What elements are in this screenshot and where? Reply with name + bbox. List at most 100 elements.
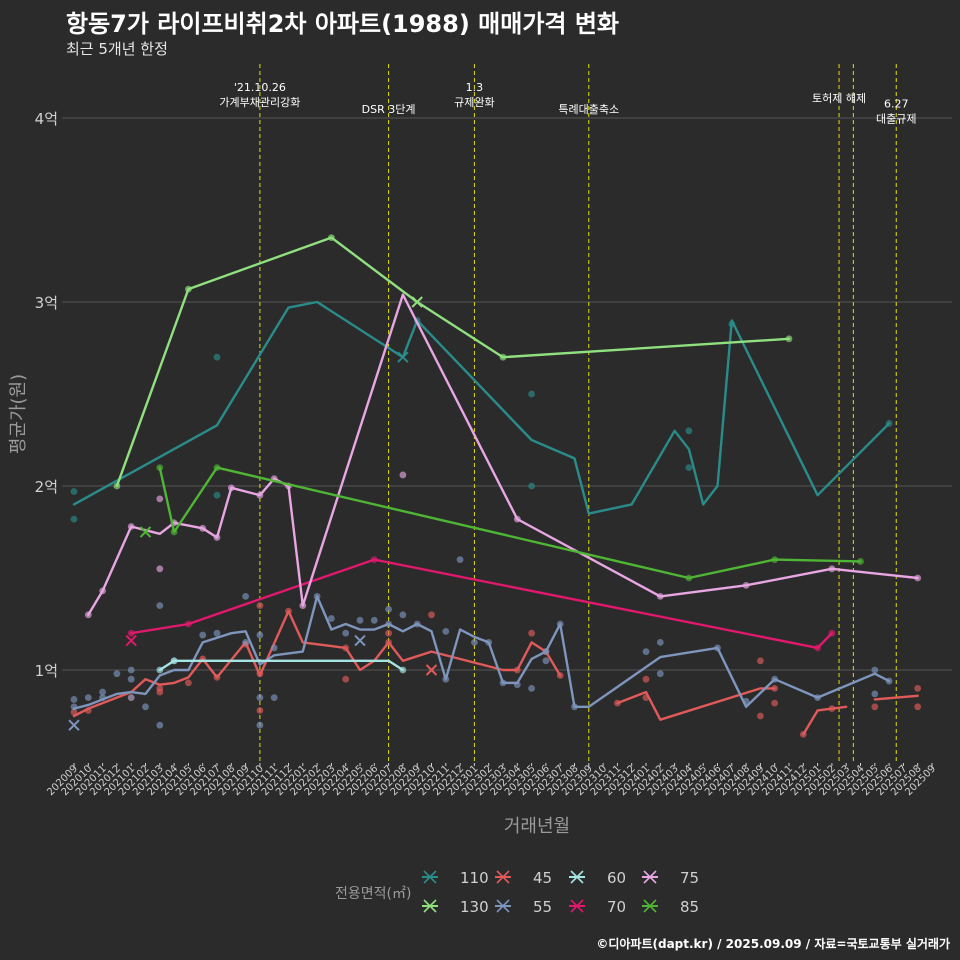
legend-label: 60	[607, 869, 626, 887]
data-point	[642, 648, 650, 655]
legend-label: 85	[680, 898, 699, 916]
data-point	[242, 593, 250, 600]
data-point	[442, 627, 450, 635]
legend-key-cross	[570, 899, 584, 913]
data-point	[127, 694, 135, 701]
data-point	[213, 353, 221, 361]
data-point	[185, 679, 192, 687]
data-point	[528, 629, 535, 637]
data-point	[213, 491, 221, 499]
event-label: 6.27	[884, 98, 909, 111]
series-line	[802, 705, 848, 736]
data-point	[871, 690, 879, 698]
data-point	[156, 602, 164, 609]
data-point	[656, 639, 664, 646]
data-point	[270, 644, 278, 652]
event-label: 대출규제	[876, 113, 916, 126]
data-point	[385, 629, 392, 637]
cancelled-trade-marker	[125, 634, 137, 647]
legend-key-cross	[643, 870, 657, 884]
data-point	[156, 688, 164, 696]
data-point	[256, 694, 264, 701]
data-point	[771, 699, 779, 707]
data-point	[256, 707, 264, 714]
series-line	[72, 609, 562, 718]
data-point	[456, 556, 464, 563]
data-point	[399, 471, 407, 479]
data-point	[199, 631, 207, 639]
data-point	[356, 616, 364, 624]
series-line	[115, 236, 791, 488]
y-axis-title: 평균가(원)	[8, 374, 29, 454]
cancelled-trade-marker	[425, 664, 438, 676]
series-line	[873, 694, 919, 701]
legend-key-cross	[496, 870, 510, 884]
legend-label: 55	[533, 898, 552, 916]
series-line	[129, 558, 834, 650]
data-point	[156, 721, 164, 729]
data-point	[256, 721, 264, 729]
data-point	[757, 657, 764, 665]
legend-key-cross	[423, 870, 437, 884]
legend-key-cross	[496, 899, 510, 913]
series-line	[158, 659, 405, 672]
cancelled-trade-marker	[68, 719, 80, 731]
data-point	[99, 688, 106, 696]
data-point	[428, 611, 435, 619]
event-label: 1.3	[466, 81, 484, 94]
legend-key-cross	[643, 899, 657, 913]
data-point	[757, 712, 764, 720]
data-point	[213, 629, 221, 637]
data-point	[127, 675, 135, 683]
data-point	[656, 670, 664, 678]
data-point	[256, 631, 264, 639]
data-point	[270, 694, 278, 701]
data-point	[914, 685, 922, 692]
y-tick-label: 3억	[35, 294, 58, 312]
data-point	[256, 602, 264, 609]
chart-subtitle: 최근 5개년 한정	[66, 40, 168, 58]
data-point	[685, 464, 693, 471]
event-label: 규제완화	[454, 96, 494, 109]
data-point	[542, 657, 550, 665]
data-point	[70, 515, 78, 523]
chart-title: 항동7가 라이프비취2차 아파트(1988) 매매가격 변화	[66, 10, 619, 38]
data-point	[242, 639, 250, 646]
data-point	[142, 703, 149, 711]
data-point	[156, 565, 164, 573]
legend-label: 130	[460, 898, 489, 916]
data-point	[370, 616, 378, 624]
event-label: 가계부채관리강화	[219, 96, 300, 109]
data-point	[70, 696, 78, 703]
legend-title: 전용면적(㎡)	[335, 886, 411, 902]
legend-label: 70	[607, 898, 626, 916]
legend-key-cross	[570, 870, 584, 884]
data-point	[685, 427, 693, 435]
data-point	[471, 639, 478, 646]
data-point	[871, 666, 879, 674]
data-point	[113, 670, 121, 678]
event-label: DSR 3단계	[362, 103, 416, 116]
series-line	[72, 300, 891, 515]
event-label: '21.10.26	[234, 81, 286, 94]
data-point	[528, 685, 535, 692]
cancelled-trade-marker	[139, 526, 152, 538]
data-point	[342, 629, 350, 637]
series-line	[87, 293, 919, 616]
data-point	[385, 605, 392, 613]
data-point	[70, 488, 78, 495]
data-point	[399, 611, 407, 619]
data-point	[328, 615, 335, 622]
source-caption: ©디아파트(dapt.kr) / 2025.09.09 / 자료=국토교통부 실…	[596, 937, 950, 951]
legend-label: 110	[460, 869, 489, 887]
x-axis-title: 거래년월	[504, 816, 570, 837]
event-label: 토허제 해제	[812, 91, 866, 105]
series-line	[72, 595, 891, 710]
data-point	[84, 694, 92, 701]
legend-key-cross	[423, 899, 437, 913]
data-point	[127, 666, 135, 674]
data-point	[156, 495, 164, 503]
y-tick-label: 4억	[35, 110, 58, 128]
y-tick-label: 2억	[35, 478, 58, 496]
